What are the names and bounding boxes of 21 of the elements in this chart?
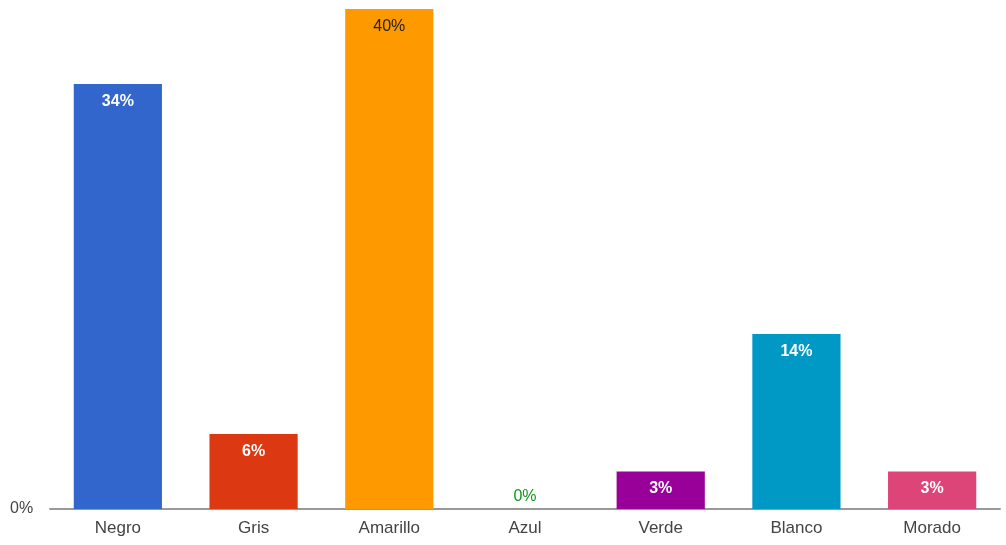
x-tick-label: Verde: [638, 518, 683, 537]
bar: [752, 334, 841, 509]
bar: [345, 9, 434, 509]
x-tick-label: Blanco: [770, 518, 823, 537]
x-tick-label: Amarillo: [358, 518, 420, 537]
x-tick-label: Negro: [94, 518, 142, 537]
x-tick-label: Morado: [903, 518, 961, 537]
data-label: 0%: [513, 486, 537, 504]
data-label: 3%: [649, 479, 673, 496]
data-label: 6%: [242, 441, 266, 459]
text: 0%: [10, 498, 34, 516]
data-label: 14%: [780, 341, 813, 359]
x-tick-label: Gris: [237, 518, 270, 537]
bar: [73, 84, 162, 509]
x-tick-label: Azul: [508, 518, 542, 537]
data-label: 34%: [101, 91, 134, 109]
data-label: 3%: [920, 479, 944, 496]
bar: [616, 471, 705, 509]
bar: [209, 434, 298, 509]
data-label: 40%: [373, 16, 406, 34]
bar: [888, 471, 977, 509]
